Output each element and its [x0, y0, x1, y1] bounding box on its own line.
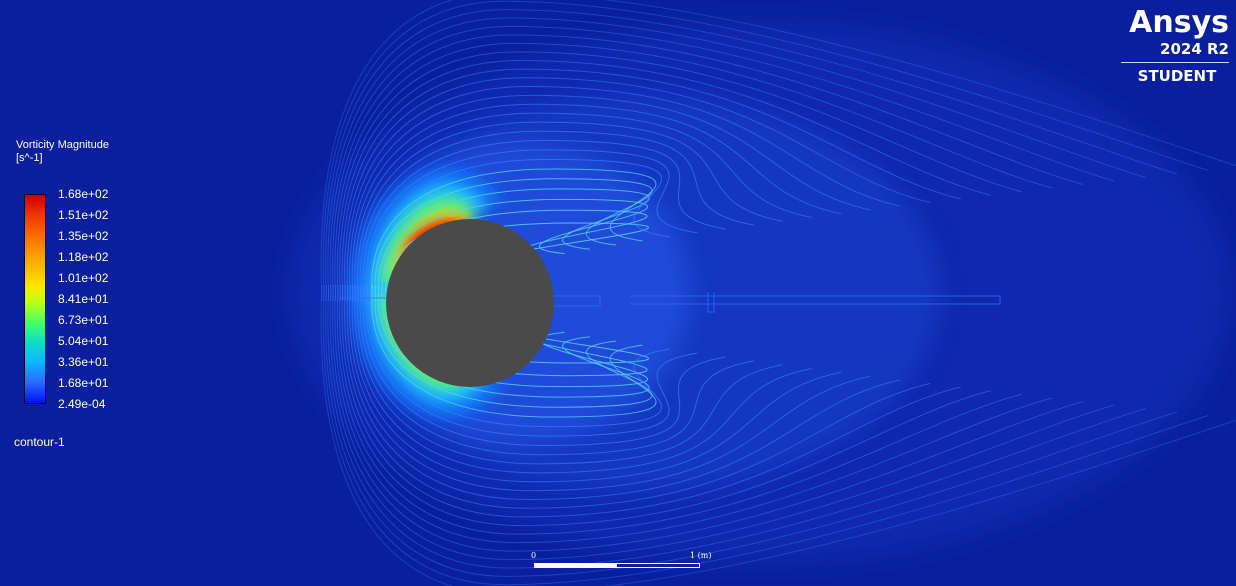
colormap-tick-label: 8.41e+01 [58, 292, 109, 306]
contour-line [336, 51, 1022, 302]
scale-bar: 0 1 (m) [531, 551, 711, 573]
contour-line [354, 112, 812, 302]
contour-line [344, 284, 931, 509]
contour-line [371, 284, 657, 418]
legend-title: Vorticity Magnitude [s^-1] [16, 139, 109, 165]
contour-line [365, 149, 698, 302]
contour-line [362, 284, 726, 446]
colormap-tick-label: 1.68e+02 [58, 187, 109, 201]
contour-line [377, 188, 650, 302]
contour-line [339, 284, 992, 527]
contour-line [359, 130, 755, 302]
contour-line [320, 0, 1236, 302]
contour-line [351, 284, 842, 483]
contour-line [341, 68, 961, 302]
colormap-bar[interactable] [24, 194, 46, 404]
colormap-tick-label: 1.01e+02 [58, 271, 109, 285]
colormap-tick-label: 2.49e-04 [58, 397, 106, 411]
contour-line [329, 284, 1115, 561]
colormap-tick-labels: 1.68e+02 1.51e+02 1.35e+02 1.18e+02 1.01e+02… [58, 186, 108, 417]
contour-line [368, 284, 670, 428]
scale-start-label: 0 [531, 551, 537, 560]
colormap-tick-label: 1.51e+02 [58, 208, 109, 222]
ansys-edition: STUDENT [1137, 67, 1217, 85]
wake-centerline [340, 292, 1001, 313]
scale-bar-graphic [534, 563, 700, 568]
contour-line [362, 140, 726, 302]
colormap-tick-label: 1.18e+02 [58, 250, 109, 264]
contour-line [341, 284, 961, 518]
contour-line [344, 77, 931, 302]
contour-line [349, 94, 871, 302]
contour-line [334, 42, 1053, 302]
contour-line [368, 158, 670, 302]
contour-line [349, 284, 871, 492]
watermark-divider [1121, 62, 1229, 63]
contour-line [336, 284, 1022, 535]
contour-line [322, 0, 1209, 302]
contour-line [329, 25, 1115, 302]
contour-line [346, 86, 901, 302]
legend-variable: Vorticity Magnitude [16, 139, 109, 151]
ansys-logo: Ansys [1129, 5, 1229, 40]
contour-line [377, 284, 650, 398]
contour-line [365, 284, 698, 437]
colormap-tick-label: 1.68e+01 [58, 376, 109, 390]
contour-line [327, 17, 1146, 302]
contour-name: contour-1 [14, 435, 65, 449]
contour-line [334, 284, 1053, 544]
colormap-tick-label: 6.73e+01 [58, 313, 109, 327]
cylinder-wall[interactable] [386, 219, 554, 387]
contour-line [325, 284, 1178, 577]
legend-unit: [s^-1] [16, 152, 43, 164]
contour-line [356, 121, 783, 302]
contour-line [325, 9, 1178, 302]
contour-line [374, 178, 653, 302]
contour-line [346, 284, 901, 500]
contour-line [356, 284, 783, 465]
scale-end-label: 1 (m) [690, 551, 712, 560]
contour-line [351, 103, 842, 302]
contour-line [332, 284, 1084, 552]
colormap-tick-label: 1.35e+02 [58, 229, 109, 243]
contour-line [374, 284, 653, 408]
colormap-tick-label: 3.36e+01 [58, 355, 109, 369]
contour-line [320, 284, 1236, 586]
contour-line [332, 34, 1084, 302]
contour-lines [320, 0, 1236, 586]
contour-line [339, 59, 992, 302]
colormap-tick-label: 5.04e+01 [58, 334, 109, 348]
contour-line [381, 198, 649, 302]
contour-line [354, 284, 812, 474]
contour-line [359, 284, 755, 456]
ansys-version: 2024 R2 [1160, 40, 1229, 58]
contour-line [371, 168, 657, 302]
ansys-watermark: Ansys 2024 R2 STUDENT [1117, 6, 1229, 85]
contour-line [322, 284, 1209, 586]
